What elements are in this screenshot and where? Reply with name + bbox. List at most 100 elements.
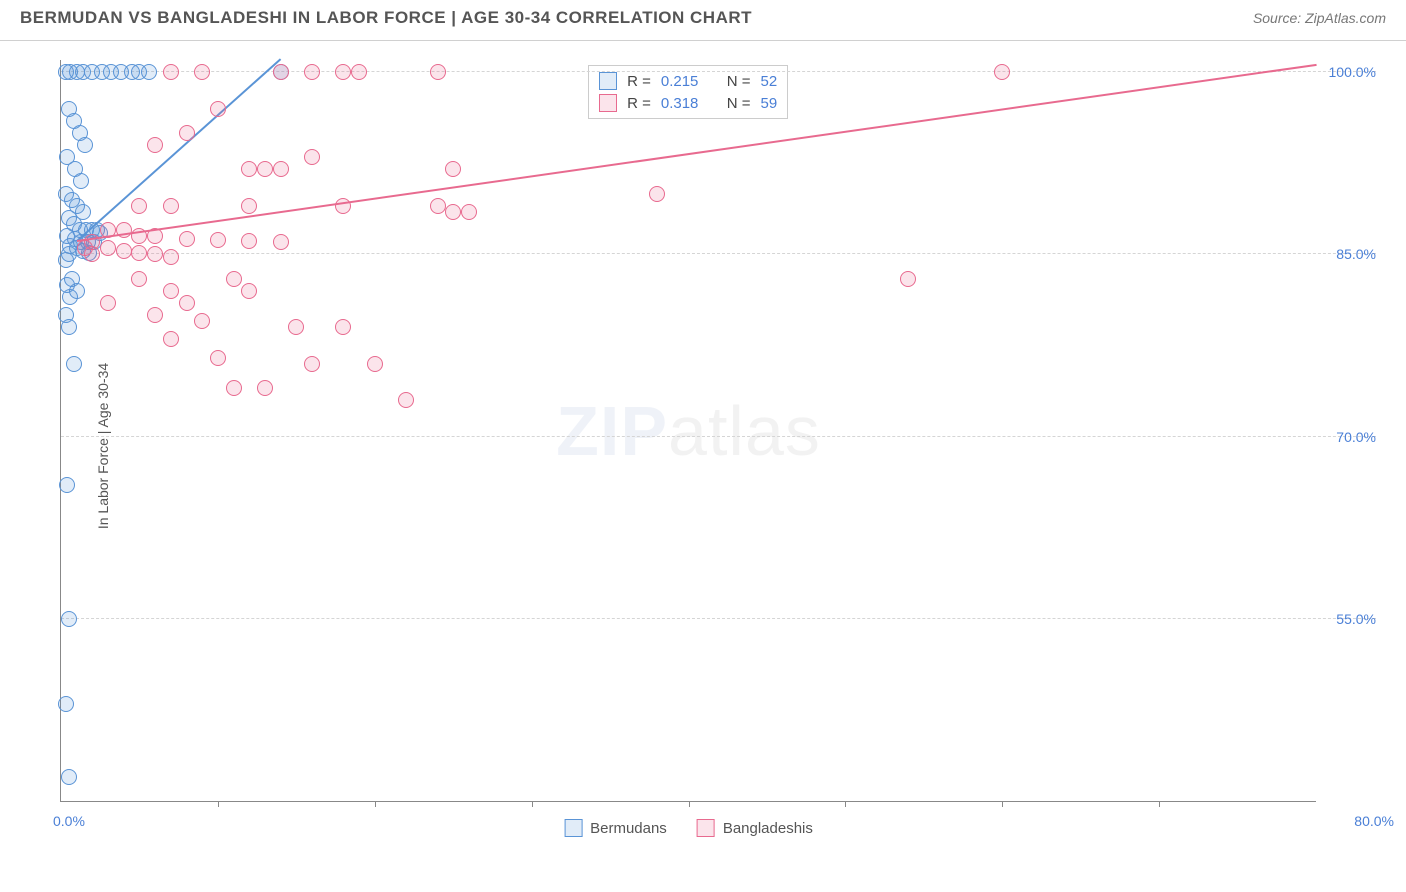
legend-label-bermudans: Bermudans — [590, 820, 667, 837]
data-point — [116, 222, 132, 238]
stat-n-label: N = — [727, 73, 751, 90]
stats-legend: R = 0.215 N = 52 R = 0.318 N = 59 — [588, 65, 788, 119]
data-point — [335, 198, 351, 214]
data-point — [210, 101, 226, 117]
data-point — [445, 161, 461, 177]
stat-n-value-bangladeshis: 59 — [761, 95, 778, 112]
data-point — [257, 380, 273, 396]
data-point — [994, 64, 1010, 80]
stat-n-label: N = — [727, 95, 751, 112]
data-point — [241, 161, 257, 177]
plot-region: ZIPatlas R = 0.215 N = 52 R = 0.318 N = … — [60, 60, 1316, 802]
data-point — [163, 198, 179, 214]
legend-swatch-bangladeshis — [697, 819, 715, 837]
y-tick-label: 55.0% — [1328, 611, 1376, 627]
data-point — [163, 64, 179, 80]
data-point — [461, 204, 477, 220]
data-point — [273, 64, 289, 80]
data-point — [398, 392, 414, 408]
y-tick-label: 100.0% — [1321, 64, 1376, 80]
data-point — [194, 64, 210, 80]
x-tick — [1159, 801, 1160, 807]
x-tick — [532, 801, 533, 807]
data-point — [66, 356, 82, 372]
x-tick — [689, 801, 690, 807]
legend-item-bermudans: Bermudans — [564, 819, 667, 837]
chart-area: In Labor Force | Age 30-34 ZIPatlas R = … — [50, 50, 1386, 842]
data-point — [304, 64, 320, 80]
data-point — [163, 283, 179, 299]
data-point — [163, 249, 179, 265]
data-point — [100, 295, 116, 311]
data-point — [131, 271, 147, 287]
x-axis-end-label: 80.0% — [1354, 813, 1394, 829]
data-point — [73, 173, 89, 189]
data-point — [77, 137, 93, 153]
data-point — [304, 356, 320, 372]
watermark: ZIPatlas — [556, 391, 821, 471]
data-point — [163, 331, 179, 347]
data-point — [147, 228, 163, 244]
data-point — [273, 161, 289, 177]
data-point — [179, 231, 195, 247]
data-point — [257, 161, 273, 177]
stat-r-value-bangladeshis: 0.318 — [661, 95, 699, 112]
swatch-bangladeshis — [599, 94, 617, 112]
data-point — [335, 64, 351, 80]
stat-n-value-bermudans: 52 — [761, 73, 778, 90]
data-point — [351, 64, 367, 80]
swatch-bermudans — [599, 72, 617, 90]
legend-label-bangladeshis: Bangladeshis — [723, 820, 813, 837]
x-tick — [1002, 801, 1003, 807]
data-point — [226, 380, 242, 396]
data-point — [179, 295, 195, 311]
y-tick-label: 85.0% — [1328, 246, 1376, 262]
gridline — [61, 618, 1376, 619]
data-point — [141, 64, 157, 80]
stat-r-label: R = — [627, 95, 651, 112]
data-point — [273, 234, 289, 250]
data-point — [58, 696, 74, 712]
data-point — [226, 271, 242, 287]
data-point — [147, 307, 163, 323]
stats-row-bermudans: R = 0.215 N = 52 — [599, 70, 777, 92]
data-point — [100, 240, 116, 256]
source-attribution: Source: ZipAtlas.com — [1253, 10, 1386, 26]
stat-r-value-bermudans: 0.215 — [661, 73, 699, 90]
data-point — [147, 137, 163, 153]
data-point — [62, 289, 78, 305]
x-tick — [218, 801, 219, 807]
stats-row-bangladeshis: R = 0.318 N = 59 — [599, 92, 777, 114]
watermark-thin: atlas — [668, 392, 821, 470]
data-point — [304, 149, 320, 165]
data-point — [131, 245, 147, 261]
gridline — [61, 436, 1376, 437]
data-point — [179, 125, 195, 141]
data-point — [210, 232, 226, 248]
legend-item-bangladeshis: Bangladeshis — [697, 819, 813, 837]
data-point — [147, 246, 163, 262]
data-point — [61, 611, 77, 627]
x-tick — [845, 801, 846, 807]
x-tick — [375, 801, 376, 807]
data-point — [649, 186, 665, 202]
data-point — [131, 228, 147, 244]
data-point — [445, 204, 461, 220]
stat-r-label: R = — [627, 73, 651, 90]
watermark-bold: ZIP — [556, 392, 668, 470]
y-tick-label: 70.0% — [1328, 429, 1376, 445]
data-point — [900, 271, 916, 287]
data-point — [61, 319, 77, 335]
x-axis-start-label: 0.0% — [53, 813, 85, 829]
data-point — [100, 222, 116, 238]
legend-swatch-bermudans — [564, 819, 582, 837]
data-point — [430, 64, 446, 80]
data-point — [335, 319, 351, 335]
data-point — [59, 477, 75, 493]
title-bar: BERMUDAN VS BANGLADESHI IN LABOR FORCE |… — [0, 0, 1406, 41]
chart-title: BERMUDAN VS BANGLADESHI IN LABOR FORCE |… — [20, 8, 752, 28]
data-point — [194, 313, 210, 329]
data-point — [430, 198, 446, 214]
data-point — [241, 283, 257, 299]
data-point — [288, 319, 304, 335]
